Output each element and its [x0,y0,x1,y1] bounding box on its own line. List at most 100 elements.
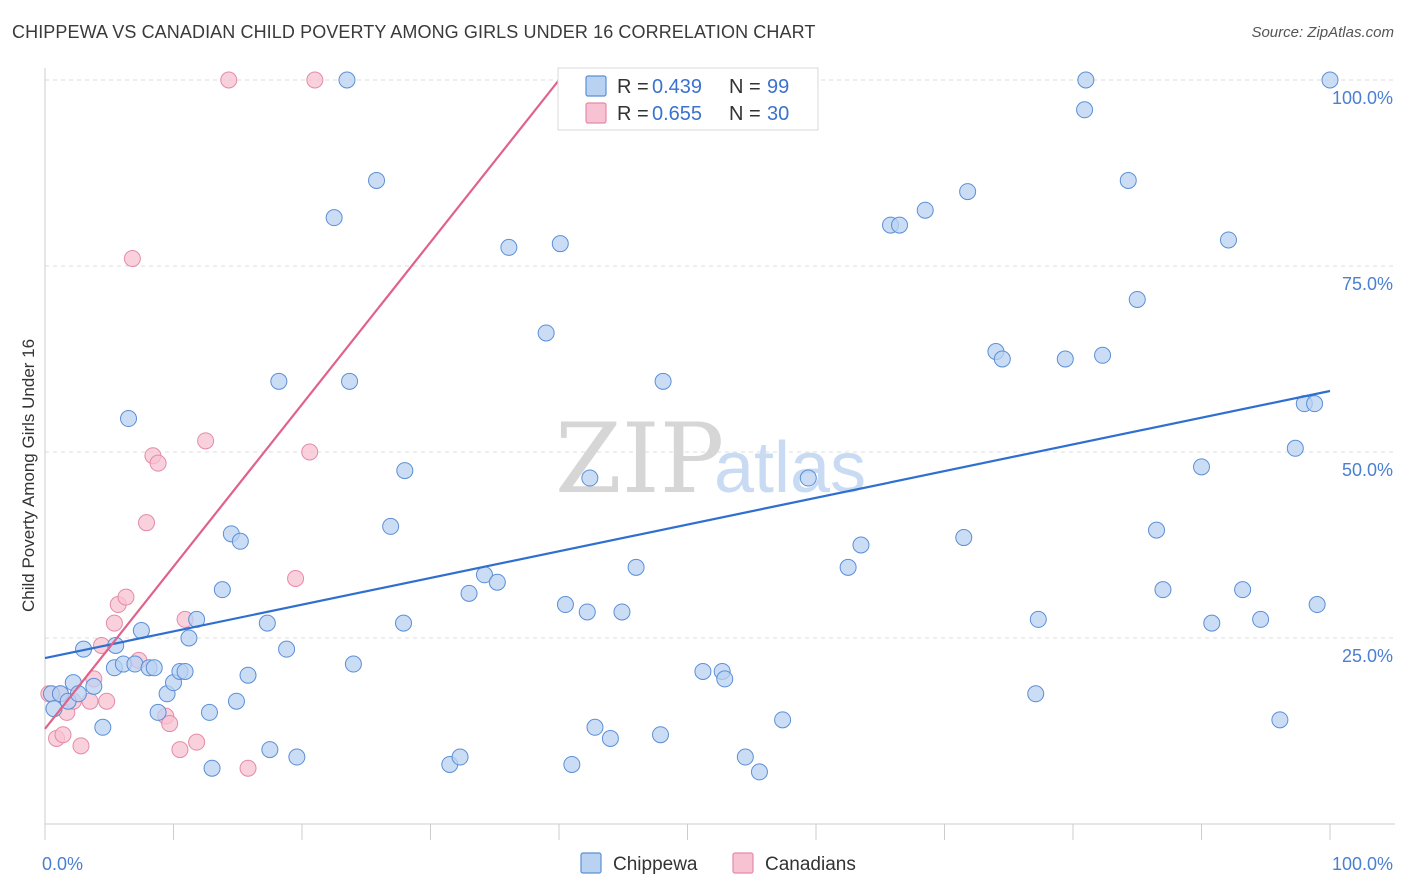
y-tick-labels: 25.0% 50.0% 75.0% 100.0% [1332,88,1393,666]
chippewa-point [694,662,712,680]
chippewa-point [451,748,469,766]
chippewa-point [993,350,1011,368]
chippewa-point [500,238,518,256]
canadians-point [161,715,179,733]
canadians-n-value: 30 [767,103,789,125]
chippewa-point [601,729,619,747]
chippewa-point [959,183,977,201]
canadians-bottom-swatch [732,852,754,874]
watermark-atlas: atlas [714,428,866,508]
chippewa-point [227,692,245,710]
canadians-point [117,588,135,606]
chippewa-point [891,216,909,234]
chippewa-point [955,529,973,547]
canadians-point [123,250,141,268]
chippewa-point [537,324,555,342]
chippewa-point [488,573,506,591]
canadians-point [306,71,324,89]
trendlines [44,79,1331,730]
chippewa-point [1219,231,1237,249]
chippewa-point [1128,290,1146,308]
chippewa-r-value: 0.439 [652,76,702,98]
chippewa-point [1252,610,1270,628]
chippewa-point [613,603,631,621]
canadians-point [171,741,189,759]
watermark-zip: ZIP [555,403,724,515]
chippewa-point [556,596,574,614]
chippewa-point [1321,71,1339,89]
chippewa-bottom-swatch [580,852,602,874]
canadians-point [98,692,116,710]
chippewa-point [180,629,198,647]
chippewa-point [126,655,144,673]
chippewa-point [200,703,218,721]
chippewa-point [85,677,103,695]
chippewa-point [652,726,670,744]
chippewa-point [460,584,478,602]
chippewa-point [839,558,857,576]
x-tick-label: 0.0% [42,854,83,874]
chippewa-point [774,711,792,729]
chippewa-point [1203,614,1221,632]
chippewa-point [258,614,276,632]
chippewa-point [852,536,870,554]
chippewa-points [42,71,1339,781]
chippewa-point [145,659,163,677]
chippewa-point [654,372,672,390]
grid-lines [45,79,1395,639]
chippewa-point [563,755,581,773]
chippewa-point [344,655,362,673]
chippewa-point [261,741,279,759]
y-axis-label: Child Poverty Among Girls Under 16 [19,339,38,612]
chippewa-legend-swatch [585,75,607,97]
chippewa-point [149,703,167,721]
y-tick-label: 50.0% [1342,460,1393,480]
y-tick-label: 100.0% [1332,88,1393,108]
chippewa-n-label: N = [729,76,761,98]
canadians-point [149,454,167,472]
stats-legend: R = 0.439 N = 99 R = 0.655 N = 30 [557,67,819,131]
chippewa-point [627,558,645,576]
chippewa-point [716,670,734,688]
chippewa-point [1286,439,1304,457]
canadians-point [54,726,72,744]
chippewa-point [270,372,288,390]
chippewa-point [736,748,754,766]
chippewa-point [325,209,343,227]
chippewa-point [203,759,221,777]
canadians-n-label: N = [729,103,761,125]
canadians-point [301,443,319,461]
chippewa-point [1154,581,1172,599]
chippewa-point [231,532,249,550]
canadians-point [188,733,206,751]
canadians-trendline [44,79,560,730]
y-tick-label: 25.0% [1342,646,1393,666]
canadians-point [138,514,156,532]
chippewa-point [395,614,413,632]
chippewa-point [799,469,817,487]
chippewa-point [239,666,257,684]
chippewa-point [1271,711,1289,729]
chippewa-point [1094,346,1112,364]
chippewa-point [916,201,934,219]
chippewa-point [1148,521,1166,539]
source-credit: Source: ZipAtlas.com [1251,24,1394,41]
chart-title: CHIPPEWA VS CANADIAN CHILD POVERTY AMONG… [12,22,816,42]
canadians-point [239,759,257,777]
chippewa-point [578,603,596,621]
chippewa-point [1308,596,1326,614]
chippewa-n-value: 99 [767,76,789,98]
canadians-point [72,737,90,755]
chippewa-point [1029,610,1047,628]
chippewa-point [176,662,194,680]
chippewa-point [1027,685,1045,703]
x-tick-label: 100.0% [1332,854,1393,874]
chippewa-point [396,462,414,480]
y-tick-label: 75.0% [1342,274,1393,294]
canadians-r-value: 0.655 [652,103,702,125]
chippewa-point [750,763,768,781]
chippewa-point [213,581,231,599]
chippewa-point [382,517,400,535]
chippewa-trendline [44,389,1331,660]
